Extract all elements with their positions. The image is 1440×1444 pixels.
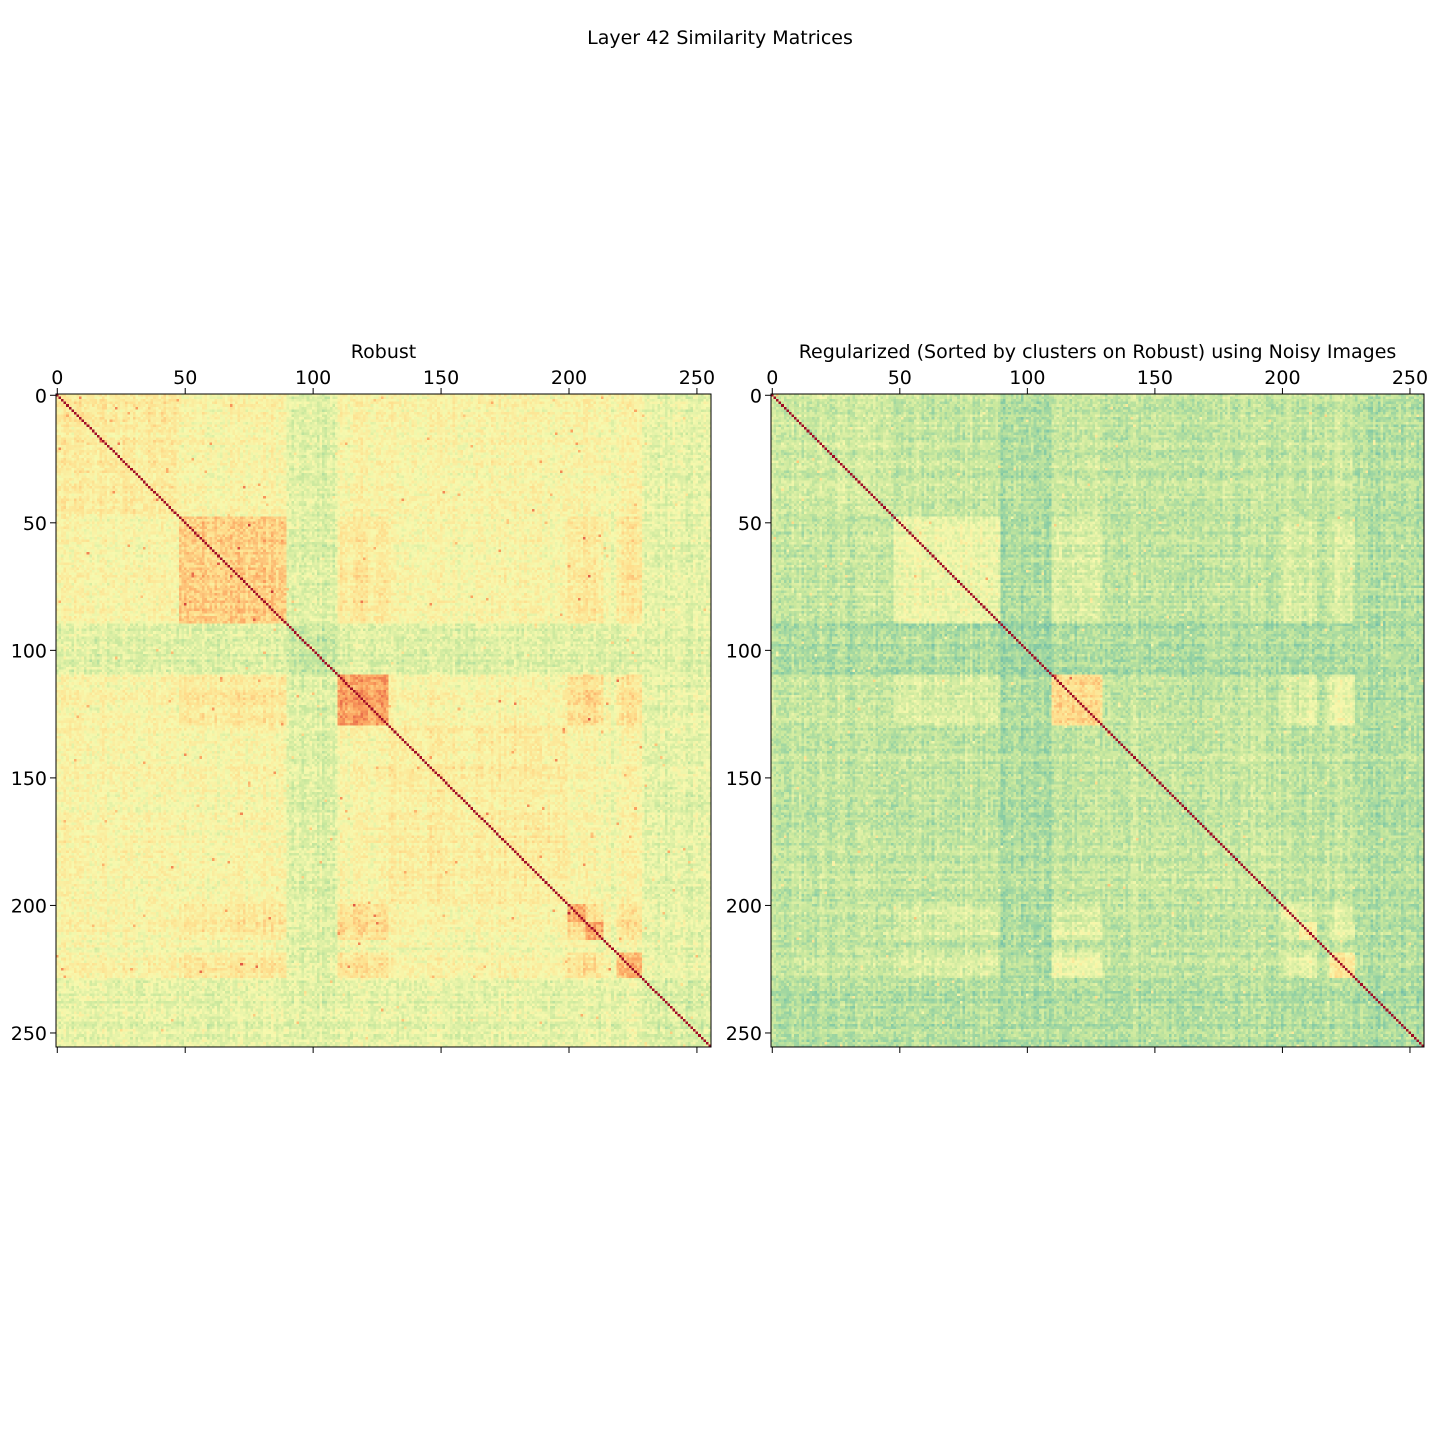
- x-tick-label: 250: [679, 367, 715, 389]
- x-tick-label: 100: [1009, 367, 1045, 389]
- y-tick-label: 200: [726, 895, 762, 917]
- y-tick-label: 150: [726, 768, 762, 790]
- x-tick-label: 100: [295, 367, 331, 389]
- x-tick-label: 0: [766, 367, 778, 389]
- y-tick-label: 250: [726, 1023, 762, 1045]
- heatmap-cells: [56, 394, 711, 1047]
- y-tick-label: 100: [726, 640, 762, 662]
- heatmap-panel-regularized: Regularized (Sorted by clusters on Robus…: [726, 341, 1428, 1053]
- y-tick-label: 150: [11, 768, 47, 790]
- x-tick-label: 150: [423, 367, 459, 389]
- heatmap-panel-robust: Robust 00 50 50 100 100 150 150 200 200 250 250: [11, 341, 715, 1053]
- y-tick-label: 250: [11, 1023, 47, 1045]
- x-tick-label: 250: [1392, 367, 1428, 389]
- x-tick-label: 150: [1137, 367, 1173, 389]
- y-tick-label: 0: [35, 385, 47, 407]
- y-tick-label: 0: [750, 385, 762, 407]
- x-tick-label: 200: [551, 367, 587, 389]
- y-tick-label: 50: [23, 513, 47, 535]
- y-tick-label: 100: [11, 640, 47, 662]
- figure-suptitle: Layer 42 Similarity Matrices: [587, 27, 853, 49]
- x-tick-label: 0: [51, 367, 63, 389]
- axes-frame: [55, 393, 712, 1048]
- x-tick-label: 50: [173, 367, 197, 389]
- heatmap-cells: [771, 394, 1424, 1047]
- y-tick-label: 50: [738, 513, 762, 535]
- axes-frame: [770, 393, 1425, 1048]
- panel-title: Robust: [351, 341, 416, 363]
- panel-title: Regularized (Sorted by clusters on Robus…: [799, 341, 1397, 363]
- y-tick-label: 200: [11, 895, 47, 917]
- x-tick-label: 200: [1264, 367, 1300, 389]
- x-tick-label: 50: [888, 367, 912, 389]
